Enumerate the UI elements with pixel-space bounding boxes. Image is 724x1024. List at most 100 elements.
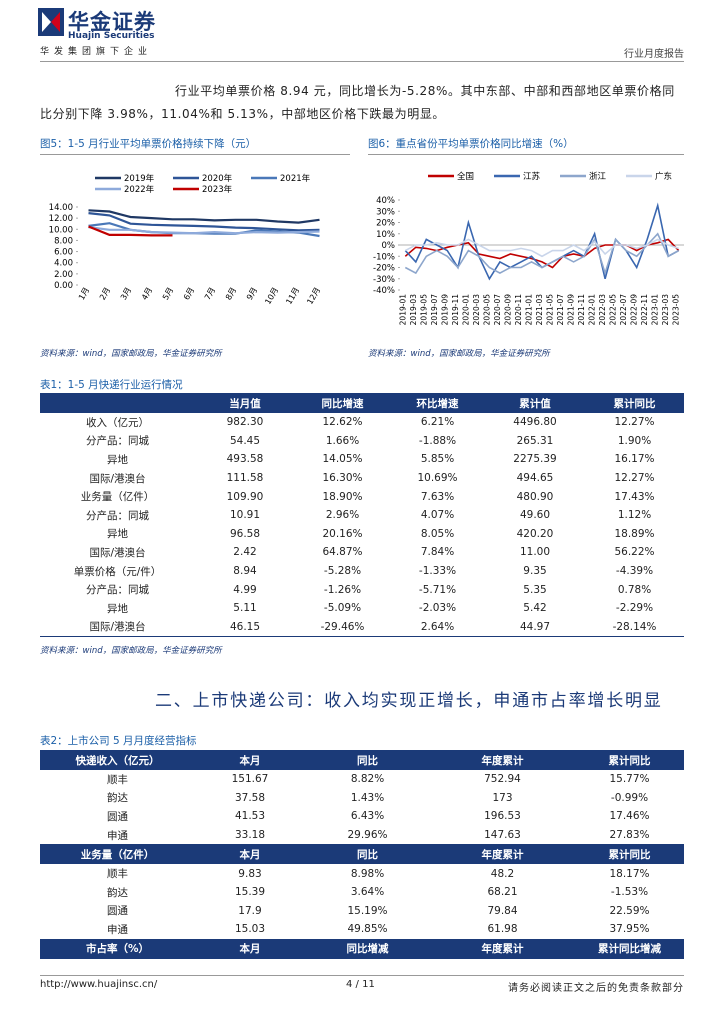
table-cell: -29.46% xyxy=(320,620,365,633)
y-tick-label: 0.00 xyxy=(54,281,73,291)
table-cell: 46.15 xyxy=(229,620,261,633)
table-cell: 5.85% xyxy=(420,453,455,466)
figure-title: 图5：1-5 月行业平均单票价格持续下降（元） xyxy=(40,136,350,155)
table-row: 单票价格（元/件） 8.94 -5.28% -1.33% 9.35 -4.39% xyxy=(40,562,684,581)
header-cell: 年度累计 xyxy=(430,938,575,959)
y-tick-label: -20% xyxy=(373,264,395,274)
x-tick-label: 2022-01 xyxy=(588,294,597,326)
y-tick-label: 4.00 xyxy=(54,259,73,269)
table-row: 分产品：同城 10.91 2.96% 4.07% 49.60 1.12% xyxy=(40,506,684,525)
table-cell: 韵达 xyxy=(107,886,128,899)
table-cell: 韵达 xyxy=(107,792,128,805)
table-row: 韵达 37.58 1.43% 173 -0.99% xyxy=(40,789,684,808)
table-cell: 18.90% xyxy=(322,490,363,503)
legend-label: 全国 xyxy=(457,171,474,182)
series-line xyxy=(404,232,680,276)
legend-label: 2023年 xyxy=(202,184,233,195)
table-row: 顺丰 151.67 8.82% 752.94 15.77% xyxy=(40,770,684,789)
table-cell: 国际/港澳台 xyxy=(89,472,146,485)
series-line xyxy=(88,209,320,224)
source-note: 资料来源：wind，国家邮政局，华金证券研究所 xyxy=(40,646,222,656)
x-tick-label: 2020-05 xyxy=(482,294,491,326)
table-cell: 顺丰 xyxy=(107,868,128,881)
table-cell: 5.35 xyxy=(523,583,547,596)
footer-url: http://www.huajinsc.cn/ xyxy=(40,979,158,990)
table-cell: 5.11 xyxy=(233,602,257,615)
table-cell: 异地 xyxy=(107,602,128,615)
header-cell: 累计同比 xyxy=(575,844,684,865)
table-cell: 8.82% xyxy=(350,773,385,786)
y-tick-label: 2.00 xyxy=(54,270,73,280)
legend-label: 广东 xyxy=(655,171,672,182)
header-cell: 业务量（亿件） xyxy=(40,844,195,865)
header-cell: 快递收入（亿元） xyxy=(40,750,195,770)
table-row: 分产品：同城 4.99 -1.26% -5.71% 5.35 0.78% xyxy=(40,580,684,599)
table-title: 表1：1-5 月快递行业运行情况 xyxy=(40,379,183,391)
x-tick-label: 9月 xyxy=(245,286,259,302)
table-cell: -5.28% xyxy=(323,565,362,578)
table-cell: 9.83 xyxy=(238,867,262,880)
table-cell: 2.64% xyxy=(420,620,455,633)
table-cell: 64.87% xyxy=(322,546,363,559)
table-cell: 12.27% xyxy=(614,472,655,485)
x-tick-label: 2022-05 xyxy=(609,294,618,326)
table-title: 表2：上市公司 5 月月度经营指标 xyxy=(40,735,197,747)
x-tick-label: 2021-07 xyxy=(556,294,565,326)
x-tick-label: 2023-05 xyxy=(672,294,681,326)
source-note: 资料来源：wind，国家邮政局，华金证券研究所 xyxy=(368,349,550,359)
y-tick-label: 40% xyxy=(376,196,395,206)
x-tick-label: 2月 xyxy=(98,286,112,302)
page-number: 4 / 11 xyxy=(346,979,375,990)
header-cell: 年度累计 xyxy=(430,844,575,865)
table-cell: -5.09% xyxy=(323,602,362,615)
x-tick-label: 2021-09 xyxy=(567,294,576,326)
header-cell: 累计同比 xyxy=(575,750,684,770)
table-row: 韵达 15.39 3.64% 68.21 -1.53% xyxy=(40,883,684,902)
x-tick-label: 2019-01 xyxy=(398,294,407,326)
source-note: 资料来源：wind，国家邮政局，华金证券研究所 xyxy=(40,349,222,359)
table-row: 异地 493.58 14.05% 5.85% 2275.39 16.17% xyxy=(40,450,684,469)
table-cell: 2.96% xyxy=(325,509,360,522)
table-cell: 8.05% xyxy=(420,527,455,540)
table-cell: 4496.80 xyxy=(513,416,557,429)
table-cell: 20.16% xyxy=(322,527,363,540)
table-cell: 44.97 xyxy=(519,620,551,633)
legend-label: 2022年 xyxy=(124,184,155,195)
table-cell: 96.58 xyxy=(229,527,261,540)
table-cell: 17.46% xyxy=(609,810,650,823)
table-cell: 493.58 xyxy=(226,453,264,466)
series-line xyxy=(88,226,320,235)
table-row: 分产品：同城 54.45 1.66% -1.88% 265.31 1.90% xyxy=(40,432,684,451)
table-row: 收入（亿元） 982.30 12.62% 6.21% 4496.80 12.27% xyxy=(40,413,684,432)
y-tick-label: 6.00 xyxy=(54,248,73,258)
header-cell: 环比增速 xyxy=(390,393,485,413)
legend-label: 2021年 xyxy=(280,173,311,184)
x-tick-label: 2019-09 xyxy=(440,294,449,326)
table-cell: 196.53 xyxy=(484,810,521,823)
x-tick-label: 2021-03 xyxy=(535,294,544,326)
table-cell: 151.67 xyxy=(231,773,269,786)
table-cell: 分产品：同城 xyxy=(86,584,149,597)
table-row: 国际/港澳台 46.15 -29.46% 2.64% 44.97 -28.14% xyxy=(40,618,684,637)
x-tick-label: 6月 xyxy=(182,286,196,302)
table-cell: 22.59% xyxy=(609,904,650,917)
series-line xyxy=(404,238,680,269)
header-cell: 市占率（%） xyxy=(40,938,195,959)
table-cell: 49.60 xyxy=(519,509,551,522)
table-cell: 7.84% xyxy=(420,546,455,559)
x-tick-label: 7月 xyxy=(203,286,217,302)
table-cell: 11.00 xyxy=(519,546,551,559)
x-tick-label: 2019-07 xyxy=(430,294,439,326)
table: 快递收入（亿元） 本月 同比 年度累计 累计同比 顺丰 151.67 8.82% 752.94 1… xyxy=(40,750,684,959)
series-line xyxy=(404,238,679,258)
header-row: 当月值 同比增速 环比增速 累计值 累计同比 xyxy=(40,393,684,413)
table-row: 国际/港澳台 111.58 16.30% 10.69% 494.65 12.27% xyxy=(40,469,684,488)
x-tick-label: 2021-01 xyxy=(524,294,533,326)
x-tick-label: 2020-09 xyxy=(503,294,512,326)
header-cell: 本月 xyxy=(195,750,305,770)
series-line xyxy=(88,212,320,232)
x-tick-label: 2020-11 xyxy=(514,294,523,326)
table-cell: -5.71% xyxy=(418,583,457,596)
table-cell: 982.30 xyxy=(226,416,264,429)
